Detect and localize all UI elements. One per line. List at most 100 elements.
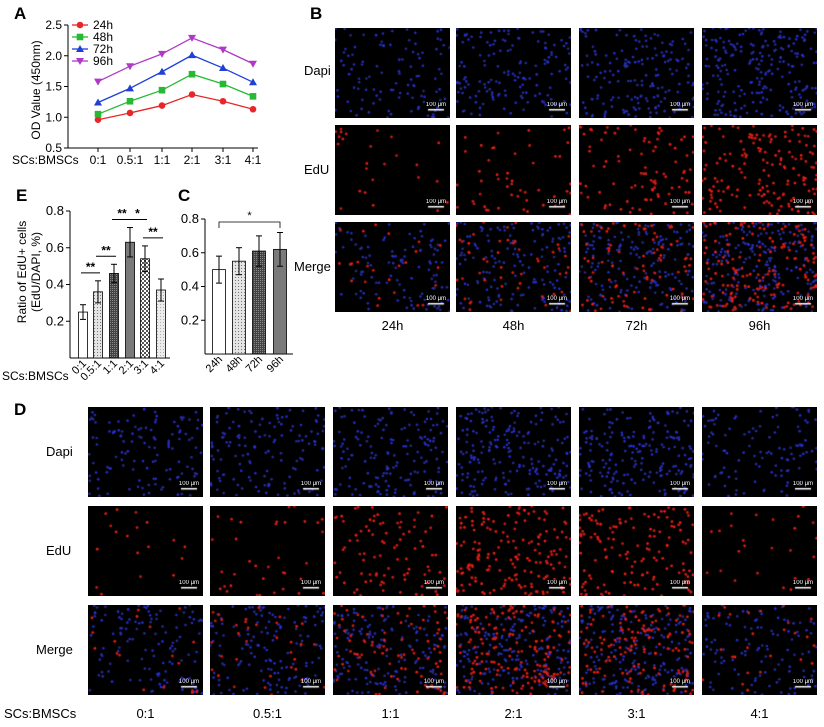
chart-a: 0.5 1.0 1.5 2.0 2.5 0:1 0.5:1 1:1 2:1 3:1 4:1 SCs:B…	[12, 18, 262, 167]
data-point	[158, 102, 166, 109]
scale-bar-label: 100 μm	[425, 199, 447, 205]
panel-label-e: E	[16, 186, 28, 205]
data-point	[126, 63, 134, 71]
d-column-label: 4:1	[750, 706, 769, 721]
d-micrograph-dapi-0.5:1	[210, 407, 325, 497]
scale-bar-label: 100 μm	[669, 102, 691, 108]
legend-label: 24h	[93, 18, 113, 32]
b-micrograph-dapi-48h	[456, 28, 571, 118]
significance-label: **	[86, 260, 96, 274]
y-tick-label: 2.0	[45, 49, 62, 63]
b-micrograph-edu-96h	[702, 125, 817, 215]
d-micrograph-edu-3:1	[579, 506, 694, 596]
bar	[125, 241, 135, 359]
significance-bracket	[218, 221, 281, 228]
significance-label: **	[101, 243, 111, 257]
scale-bar-label: 100 μm	[792, 481, 814, 487]
x-axis-label: SCs:BMSCs	[2, 369, 69, 383]
y-tick-label: 0.8	[46, 203, 64, 218]
x-tick-label: 2:1	[184, 153, 201, 167]
b-column-label: 48h	[502, 318, 525, 333]
data-point	[76, 58, 84, 65]
data-point	[219, 97, 227, 105]
scale-bar-label: 100 μm	[792, 296, 814, 302]
y-tick-label: 2.5	[45, 18, 62, 32]
b-micrograph-dapi-96h	[702, 28, 817, 118]
legend-label: 48h	[93, 30, 113, 44]
data-point	[249, 78, 257, 86]
data-point	[188, 91, 196, 98]
d-micrograph-edu-1:1	[333, 506, 448, 596]
panel-label-d: D	[14, 400, 27, 419]
d-micrograph-dapi-1:1	[333, 407, 448, 497]
x-tick-label: 4:1	[245, 153, 262, 167]
b-row-label-dapi: Dapi	[304, 63, 331, 78]
scale-bar-label: 100 μm	[300, 580, 322, 586]
y-axis-label: OD Value (450nm)	[29, 40, 43, 139]
scale-bar-label: 100 μm	[669, 481, 691, 487]
data-point	[126, 84, 134, 92]
b-micrograph-merge-24h	[335, 222, 450, 312]
b-micrograph-dapi-24h	[335, 28, 450, 118]
data-point	[94, 98, 102, 106]
significance-label: *	[247, 210, 252, 222]
d-micrograph-dapi-3:1	[579, 407, 694, 497]
significance-label: *	[135, 207, 140, 221]
scale-bar-label: 100 μm	[669, 679, 691, 685]
data-point	[126, 97, 134, 105]
scale-bar-label: 100 μm	[178, 580, 200, 586]
d-micrograph-merge-3:1	[579, 605, 694, 695]
d-micrograph-merge-0:1	[88, 605, 203, 695]
b-micrograph-dapi-72h	[579, 28, 694, 118]
data-point	[76, 21, 84, 29]
b-micrograph-merge-96h	[702, 222, 817, 312]
scale-bar-label: 100 μm	[546, 102, 568, 108]
significance-label: **	[148, 225, 158, 239]
data-point	[219, 64, 227, 72]
x-tick-label: 4:1	[148, 358, 167, 377]
data-point	[76, 45, 84, 52]
scale-bar-label: 100 μm	[300, 679, 322, 685]
y-axis-label: (EdU/DAPI, %)	[29, 232, 43, 312]
bar	[109, 273, 119, 359]
d-micrograph-dapi-4:1	[702, 407, 817, 497]
d-micrograph-merge-1:1	[333, 605, 448, 695]
x-tick-label: 0.5:1	[117, 153, 144, 167]
y-axis-label: Ratio of EdU+ cells	[15, 221, 29, 323]
panel-label-b: B	[310, 4, 323, 23]
data-point	[249, 93, 257, 100]
y-tick-label: 0.6	[46, 240, 64, 255]
d-micrograph-merge-4:1	[702, 605, 817, 695]
b-micrograph-edu-24h	[335, 125, 450, 215]
d-column-label: 0:1	[136, 706, 155, 721]
d-micrograph-edu-0.5:1	[210, 506, 325, 596]
d-column-label: 0.5:1	[253, 706, 282, 721]
scale-bar-label: 100 μm	[546, 296, 568, 302]
data-point	[188, 51, 196, 59]
y-tick-label: 0.5	[45, 141, 62, 155]
b-micrograph-edu-72h	[579, 125, 694, 215]
panel-label-c: C	[178, 186, 191, 205]
d-micrograph-merge-0.5:1	[210, 605, 325, 695]
x-tick-label: 1:1	[154, 153, 171, 167]
d-micrograph-dapi-0:1	[88, 407, 203, 497]
b-row-label-merge: Merge	[294, 259, 331, 274]
scale-bar-label: 100 μm	[669, 296, 691, 302]
b-column-label: 72h	[625, 318, 648, 333]
x-tick-label: 3:1	[215, 153, 232, 167]
data-point	[219, 80, 227, 88]
scale-bar-label: 100 μm	[669, 199, 691, 205]
scale-bar-label: 100 μm	[546, 679, 568, 685]
d-micrograph-edu-4:1	[702, 506, 817, 596]
data-point	[158, 86, 166, 94]
data-point	[158, 67, 166, 75]
scale-bar-label: 100 μm	[792, 580, 814, 586]
data-point	[126, 109, 134, 117]
b-micrograph-merge-48h	[456, 222, 571, 312]
scale-bar-label: 100 μm	[669, 580, 691, 586]
x-axis-label: SCs:BMSCs	[12, 153, 79, 167]
d-row-label-edu: EdU	[46, 543, 72, 558]
data-point	[94, 110, 102, 118]
d-row-label-dapi: Dapi	[46, 444, 73, 459]
